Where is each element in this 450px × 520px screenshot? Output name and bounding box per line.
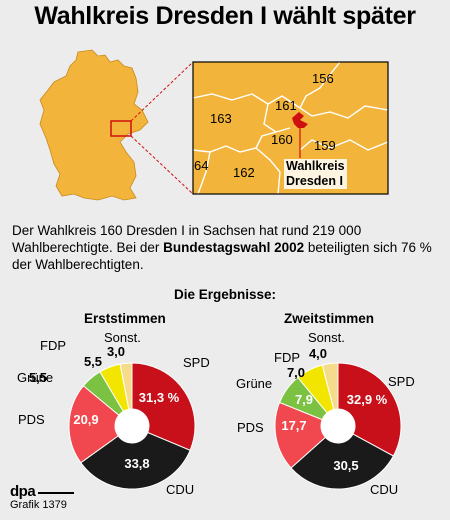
district-label-163: 163 xyxy=(210,111,232,126)
chart1-title: Erststimmen xyxy=(84,311,166,326)
chart1-category-label: FDP xyxy=(40,338,66,353)
chart2-value-label: 32,9 % xyxy=(347,392,388,407)
results-heading: Die Ergebnisse: xyxy=(173,287,277,302)
chart1-value-label: 5,5 xyxy=(29,370,47,385)
intro-text: Der Wahlkreis 160 Dresden I in Sachsen h… xyxy=(12,222,442,273)
chart1-value-label: 5,5 xyxy=(84,354,102,369)
district-label-156: 156 xyxy=(312,71,334,86)
district-label-164: 64 xyxy=(194,158,209,173)
locator-box xyxy=(110,120,132,137)
chart1-value-label: 3,0 xyxy=(107,344,125,359)
chart2-hole xyxy=(321,409,355,443)
chart2-category-label: PDS xyxy=(237,420,264,435)
callout-label: Wahlkreis Dresden I xyxy=(284,159,347,189)
chart2-value-label: 7,9 xyxy=(295,392,313,407)
dresden-district xyxy=(292,112,308,128)
logo-line xyxy=(38,492,75,495)
chart2-value-label: 7,0 xyxy=(287,365,305,380)
callout-line2: Dresden I xyxy=(286,174,343,188)
chart1-value-label: 31,3 % xyxy=(139,390,180,405)
chart1-category-label: Sonst. xyxy=(104,330,141,345)
chart2-title: Zweitstimmen xyxy=(284,311,375,326)
chart2-category-label: Grüne xyxy=(236,376,272,391)
callout-line1: Wahlkreis xyxy=(286,159,345,173)
chart2-value-label: 17,7 xyxy=(281,418,306,433)
intro-part1: Der Wahlkreis 160 Dresden I in Sachsen h… xyxy=(12,223,362,255)
chart-title: Wahlkreis Dresden I wählt später xyxy=(34,2,416,30)
dpa-logo: dpa xyxy=(10,483,36,500)
chart2-category-label: SPD xyxy=(388,374,415,389)
chart2-category-label: Sonst. xyxy=(308,330,345,345)
chart1-category-label: Grüne xyxy=(17,370,53,385)
chart1-category-label: SPD xyxy=(183,355,210,370)
credit: dpa Grafik 1379 xyxy=(10,483,75,511)
chart1-value-label: 20,9 xyxy=(73,412,98,427)
district-label-160: 160 xyxy=(271,132,293,147)
callout-line-top xyxy=(130,61,194,122)
intro-bold: Bundestagswahl 2002 xyxy=(163,240,305,255)
chart1-category-label: PDS xyxy=(18,412,45,427)
chart2-category-label: FDP xyxy=(274,350,300,365)
district-label-159: 159 xyxy=(314,138,336,153)
germany-map xyxy=(39,49,149,201)
callout-line-bottom xyxy=(130,135,194,195)
district-label-161: 161 xyxy=(275,98,297,113)
credit-text: Grafik 1379 xyxy=(10,499,67,511)
chart1-category-label: CDU xyxy=(166,482,194,497)
chart2-value-label: 30,5 xyxy=(333,458,358,473)
chart2-value-label: 4,0 xyxy=(309,346,327,361)
intro-part2: beteiligten sich 76 % der Wahlberechtigt… xyxy=(12,240,432,272)
chart2-category-label: CDU xyxy=(370,482,398,497)
chart1-hole xyxy=(115,409,149,443)
chart1-value-label: 33,8 xyxy=(124,456,149,471)
district-label-162: 162 xyxy=(233,165,255,180)
